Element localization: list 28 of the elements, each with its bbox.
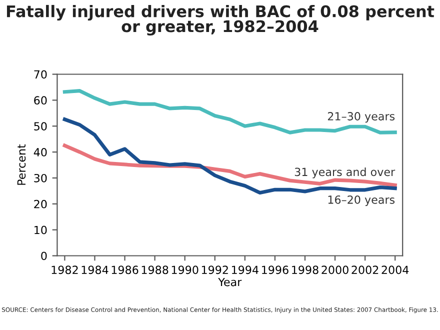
line-series — [62, 89, 397, 134]
x-tick-label: 2004 — [382, 266, 409, 274]
x-tick-label: 1988 — [142, 266, 168, 274]
x-tick-label: 1982 — [52, 266, 78, 274]
series-label: 31 years and over — [294, 168, 396, 178]
x-tick-label: 1994 — [232, 266, 258, 274]
series-label: 21–30 years — [328, 112, 395, 123]
y-tick-label: 30 — [34, 174, 47, 182]
y-tick-label: 20 — [34, 200, 47, 208]
y-tick-label: 0 — [41, 252, 47, 260]
x-tick-label: 1996 — [262, 266, 288, 274]
x-axis-title: Year — [218, 278, 242, 286]
chart-title: Fatally injured drivers with BAC of 0.08 percent or greater, 1982–2004 — [6, 4, 434, 36]
line-series — [62, 144, 397, 188]
y-tick-label: 60 — [34, 96, 47, 105]
x-tick-label: 1986 — [112, 266, 138, 274]
y-axis-title: Percent — [17, 144, 26, 185]
y-tick-label: 50 — [34, 122, 47, 130]
series-label: 16–20 years — [328, 195, 395, 206]
x-tick-label: 1990 — [172, 266, 198, 274]
x-tick-label: 2000 — [322, 266, 348, 274]
x-tick-label: 1984 — [82, 266, 108, 274]
y-tick-label: 70 — [34, 70, 47, 79]
x-tick-label: 2002 — [352, 266, 378, 274]
x-tick-label: 1992 — [202, 266, 228, 274]
y-tick-label: 10 — [34, 226, 47, 234]
y-tick-label: 40 — [34, 148, 47, 156]
x-tick-label: 1998 — [292, 266, 318, 274]
